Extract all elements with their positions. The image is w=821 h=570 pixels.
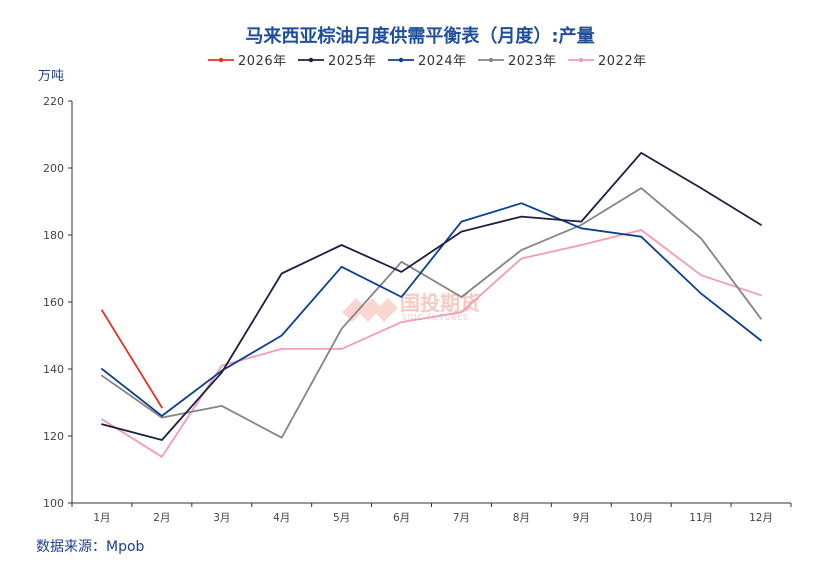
legend-marker (218, 57, 224, 63)
chart-title: 马来西亚棕油月度供需平衡表（月度）:产量 (245, 25, 594, 47)
sdic-logo-icon (342, 298, 398, 322)
x-tick-label: 3月 (213, 512, 230, 524)
legend-marker (488, 57, 494, 63)
series-line-2023年 (101, 187, 762, 439)
watermark-en-text: SDIC FUTURES (402, 313, 469, 322)
legend-marker (398, 57, 404, 63)
y-tick-label: 180 (43, 229, 64, 242)
legend-label: 2025年 (328, 54, 377, 69)
legend-item: 2024年 (388, 54, 467, 69)
legend-label: 2022年 (598, 54, 647, 69)
x-tick-label: 4月 (273, 512, 290, 524)
legend-label: 2024年 (418, 54, 467, 69)
x-tick-label: 2月 (153, 512, 170, 524)
series-line-2024年 (101, 202, 762, 417)
legend-label: 2023年 (508, 54, 557, 69)
x-tick-label: 8月 (513, 512, 530, 524)
y-tick-label: 200 (43, 162, 64, 175)
x-tick-label: 9月 (573, 512, 590, 524)
legend-label: 2026年 (238, 54, 287, 69)
chart-series (101, 152, 762, 458)
data-source-note: 数据来源：Mpob (36, 539, 145, 555)
legend-item: 2025年 (298, 54, 377, 69)
legend-marker (578, 57, 584, 63)
series-line-2025年 (101, 152, 762, 441)
x-tick-label: 12月 (749, 512, 773, 524)
legend-item: 2026年 (208, 54, 287, 69)
x-tick-label: 7月 (453, 512, 470, 524)
y-tick-label: 140 (43, 363, 64, 376)
watermark-cn-text: 国投期货 (400, 291, 480, 315)
x-tick-label: 11月 (689, 512, 713, 524)
y-tick-label: 120 (43, 430, 64, 443)
x-tick-label: 1月 (93, 512, 110, 524)
x-tick-label: 5月 (333, 512, 350, 524)
y-axis-unit-label: 万吨 (38, 69, 64, 84)
series-line-2022年 (101, 229, 762, 458)
chart-axes: 100 120 140 160 180 200 220 1月 2月 3月 4月 5月 6月 7月 8月 9月 1… (43, 95, 792, 524)
sdic-futures-watermark: 国投期货 SDIC FUTURES (342, 291, 480, 322)
legend-item: 2023年 (478, 54, 557, 69)
x-tick-label: 10月 (629, 512, 653, 524)
x-tick-label: 6月 (393, 512, 410, 524)
y-tick-label: 100 (43, 497, 64, 510)
chart-legend: 2026年 2025年 2024年 2023年 2022年 (208, 54, 647, 69)
y-tick-label: 160 (43, 296, 64, 309)
series-line-2026年 (101, 309, 163, 409)
legend-marker (308, 57, 314, 63)
y-tick-label: 220 (43, 95, 64, 108)
legend-item: 2022年 (568, 54, 647, 69)
